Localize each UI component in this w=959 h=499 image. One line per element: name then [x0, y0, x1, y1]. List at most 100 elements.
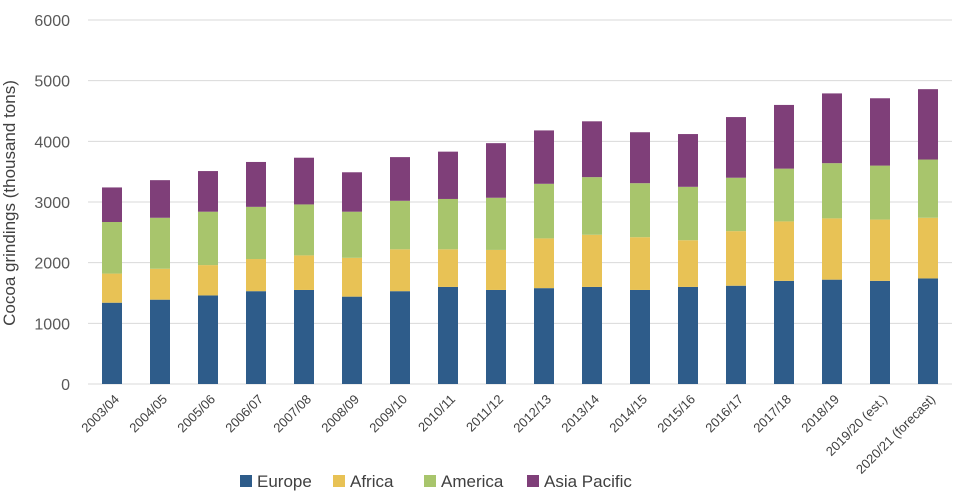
bar-asia-pacific-2016-17 [726, 117, 746, 178]
bar-asia-pacific-2004-05 [150, 180, 170, 218]
bar-asia-pacific-2011-12 [486, 143, 506, 198]
bar-europe-2003-04 [102, 302, 122, 384]
bar-america-2019-20-est [870, 165, 890, 220]
x-tick-label: 2005/06 [174, 392, 218, 436]
bar-africa-2016-17 [726, 231, 746, 286]
bar-europe-2014-15 [630, 289, 650, 384]
gridlines [88, 19, 952, 385]
bar-europe-2005-06 [198, 295, 218, 384]
bar-asia-pacific-2019-20-est [870, 98, 890, 166]
legend-swatch-america [424, 475, 436, 487]
bar-america-2014-15 [630, 183, 650, 238]
y-tick-label: 3000 [34, 195, 70, 212]
x-tick-label: 2008/09 [318, 392, 362, 436]
bar-europe-2006-07 [246, 291, 266, 384]
bar-america-2009-10 [390, 200, 410, 250]
bar-europe-2016-17 [726, 285, 746, 384]
bars [102, 89, 938, 384]
bar-europe-2018-19 [822, 279, 842, 384]
legend: Europe Africa America Asia Pacific [240, 472, 632, 491]
bar-europe-2017-18 [774, 280, 794, 384]
bar-africa-2008-09 [342, 257, 362, 297]
legend-label-america: America [441, 472, 504, 491]
bar-america-2017-18 [774, 168, 794, 222]
y-tick-label: 4000 [34, 134, 70, 151]
bar-asia-pacific-2018-19 [822, 93, 842, 164]
bar-europe-2004-05 [150, 299, 170, 384]
bar-africa-2014-15 [630, 237, 650, 290]
legend-label-asia-pacific: Asia Pacific [544, 472, 632, 491]
bar-africa-2018-19 [822, 218, 842, 280]
bar-america-2007-08 [294, 204, 314, 256]
legend-swatch-africa [333, 475, 345, 487]
bar-america-2004-05 [150, 217, 170, 269]
bar-europe-2008-09 [342, 296, 362, 384]
bar-america-2005-06 [198, 211, 218, 266]
bar-asia-pacific-2013-14 [582, 121, 602, 178]
legend-swatch-asia-pacific [527, 475, 539, 487]
bar-america-2008-09 [342, 211, 362, 258]
bar-africa-2019-20-est [870, 219, 890, 281]
bar-europe-2019-20-est [870, 280, 890, 384]
bar-america-2010-11 [438, 198, 458, 250]
x-tick-label: 2007/08 [270, 392, 314, 436]
legend-label-europe: Europe [257, 472, 312, 491]
bar-america-2003-04 [102, 222, 122, 274]
bar-america-2016-17 [726, 177, 746, 232]
x-tick-label: 2017/18 [750, 392, 794, 436]
bar-africa-2006-07 [246, 259, 266, 292]
x-tick-label: 2018/19 [798, 392, 842, 436]
bar-america-2020-21-forecast [918, 159, 938, 218]
bar-africa-2017-18 [774, 221, 794, 281]
bar-america-2012-13 [534, 183, 554, 239]
bar-europe-2012-13 [534, 288, 554, 384]
bar-africa-2020-21-forecast [918, 217, 938, 279]
x-tick-label: 2016/17 [702, 392, 746, 436]
bar-europe-2009-10 [390, 291, 410, 384]
bar-africa-2005-06 [198, 265, 218, 296]
bar-africa-2009-10 [390, 249, 410, 292]
bar-asia-pacific-2008-09 [342, 172, 362, 212]
x-tick-label: 2004/05 [126, 392, 170, 436]
bar-asia-pacific-2020-21-forecast [918, 89, 938, 160]
bar-asia-pacific-2017-18 [774, 104, 794, 169]
y-tick-label: 5000 [34, 74, 70, 91]
bar-africa-2007-08 [294, 255, 314, 290]
y-tick-label: 6000 [34, 13, 70, 30]
bar-europe-2011-12 [486, 289, 506, 384]
bar-europe-2007-08 [294, 289, 314, 384]
y-tick-labels: 0 1000 2000 3000 4000 5000 6000 [34, 13, 70, 394]
bar-europe-2020-21-forecast [918, 278, 938, 384]
y-tick-label: 2000 [34, 256, 70, 273]
bar-america-2018-19 [822, 163, 842, 219]
legend-swatch-europe [240, 475, 252, 487]
y-tick-label: 0 [61, 377, 70, 394]
bar-asia-pacific-2014-15 [630, 132, 650, 184]
bar-africa-2015-16 [678, 240, 698, 287]
x-tick-label: 2014/15 [606, 392, 650, 436]
x-tick-label: 2003/04 [78, 392, 122, 436]
bar-america-2015-16 [678, 186, 698, 241]
bar-asia-pacific-2010-11 [438, 151, 458, 199]
x-tick-labels: 2003/04 2004/05 2005/06 2006/07 2007/08 2008/… [78, 392, 938, 477]
bar-africa-2011-12 [486, 249, 506, 290]
bar-asia-pacific-2006-07 [246, 161, 266, 207]
legend-label-africa: Africa [350, 472, 394, 491]
bar-asia-pacific-2003-04 [102, 187, 122, 223]
bar-africa-2013-14 [582, 234, 602, 287]
bar-africa-2004-05 [150, 268, 170, 300]
bar-america-2006-07 [246, 206, 266, 260]
bar-africa-2012-13 [534, 238, 554, 289]
bar-asia-pacific-2012-13 [534, 130, 554, 184]
y-axis-title: Cocoa grindings (thousand tons) [0, 80, 19, 326]
bar-europe-2013-14 [582, 286, 602, 384]
bar-africa-2010-11 [438, 249, 458, 287]
x-tick-label: 2013/14 [558, 392, 602, 436]
x-tick-label: 2011/12 [463, 392, 506, 435]
bar-europe-2015-16 [678, 286, 698, 384]
bar-europe-2010-11 [438, 286, 458, 384]
y-tick-label: 1000 [34, 316, 70, 333]
x-tick-label: 2015/16 [654, 392, 698, 436]
